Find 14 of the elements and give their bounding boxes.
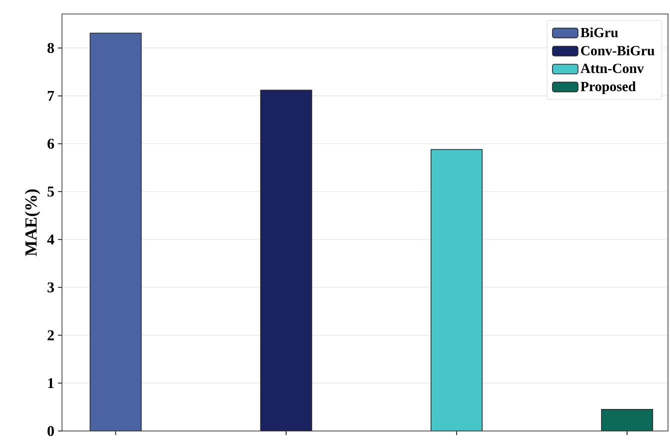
y-tick-label: 1 xyxy=(48,378,54,388)
y-tick-label: 5 xyxy=(48,186,54,197)
y-axis-title: MAE(%) xyxy=(24,189,40,256)
y-tick-label: 2 xyxy=(48,330,54,340)
y-tick-label: 0 xyxy=(48,426,54,436)
y-tick-label: 8 xyxy=(48,42,54,54)
y-tick-label: 3 xyxy=(48,282,54,292)
y-tick-label: 4 xyxy=(47,234,54,244)
y-tick-label: 6 xyxy=(48,138,54,149)
legend-label: Attn-Conv xyxy=(580,64,644,74)
legend-label: BiGru xyxy=(580,27,618,38)
legend-label: Conv-BiGru xyxy=(581,46,654,56)
y-tick-label: 7 xyxy=(48,90,54,101)
legend-label: Proposed xyxy=(580,81,636,94)
